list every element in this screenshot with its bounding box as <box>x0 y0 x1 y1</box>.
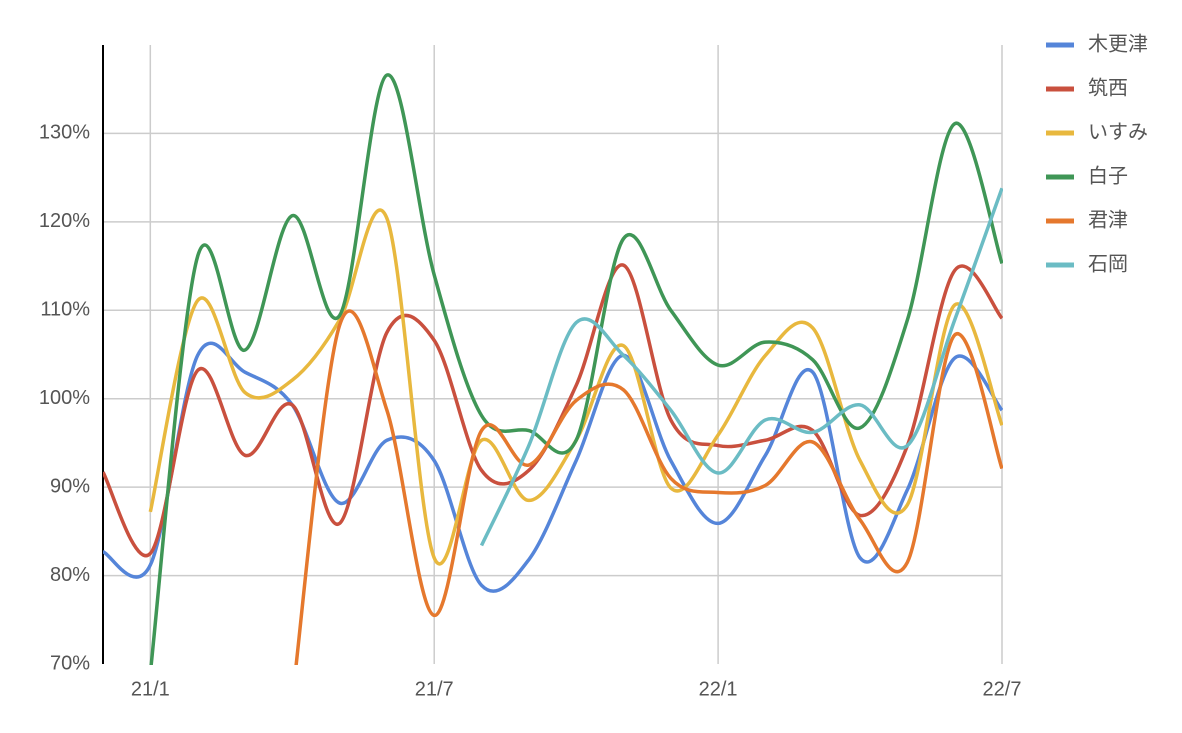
y-tick-label: 80% <box>50 564 90 586</box>
x-tick-label: 21/7 <box>415 678 454 700</box>
y-tick-label: 130% <box>39 122 90 144</box>
x-tick-label: 21/1 <box>131 678 170 700</box>
plot-area <box>103 73 1003 665</box>
x-tick-label: 22/1 <box>699 678 738 700</box>
y-tick-label: 110% <box>40 299 90 321</box>
series-line <box>479 187 1003 547</box>
legend-label: 白子 <box>1088 164 1128 187</box>
legend-label: いすみ <box>1088 121 1148 143</box>
series-line <box>103 341 1003 593</box>
legend-label: 木更津 <box>1088 32 1148 55</box>
y-tick-label: 120% <box>39 210 90 232</box>
series-line <box>148 208 1003 566</box>
y-tick-label: 100% <box>39 387 90 409</box>
series-line <box>149 73 1003 665</box>
legend-label: 筑西 <box>1088 76 1128 99</box>
series-line <box>294 309 1003 665</box>
y-tick-label: 90% <box>50 475 90 497</box>
y-tick-label: 70% <box>50 652 90 674</box>
legend-label: 石岡 <box>1088 253 1128 275</box>
legend-label: 君津 <box>1088 208 1128 231</box>
x-tick-label: 22/7 <box>983 678 1022 700</box>
